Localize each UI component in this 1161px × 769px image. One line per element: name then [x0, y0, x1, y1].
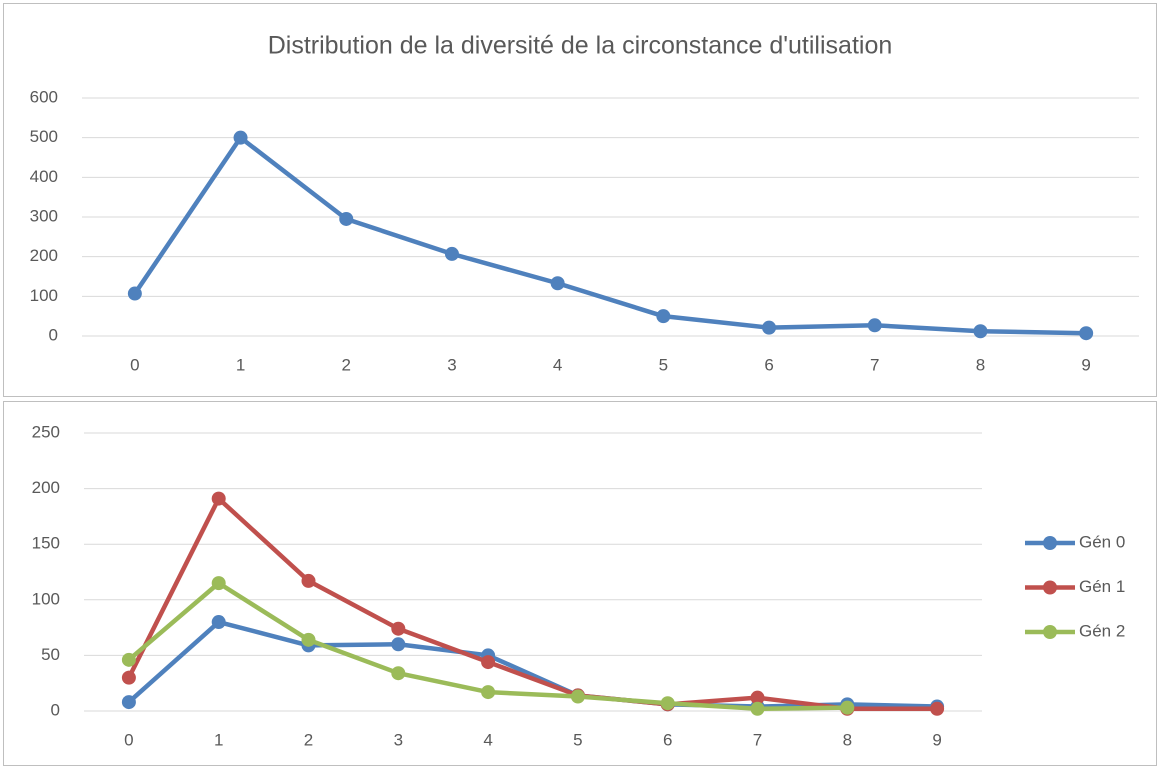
x-tick-label: 4 — [553, 355, 562, 374]
y-tick-label: 600 — [30, 87, 58, 106]
data-point — [391, 666, 406, 681]
data-point — [550, 276, 565, 291]
y-tick-label: 300 — [30, 206, 58, 225]
x-tick-label: 2 — [304, 730, 313, 749]
chart-frame — [3, 3, 1157, 397]
data-point — [762, 320, 777, 335]
x-tick-label: 5 — [659, 355, 668, 374]
x-tick-label: 6 — [764, 355, 773, 374]
x-tick-label: 1 — [214, 730, 223, 749]
x-tick-label: 3 — [447, 355, 456, 374]
data-point — [750, 701, 765, 716]
y-tick-label: 0 — [51, 700, 60, 719]
data-point — [1079, 326, 1094, 341]
legend-marker — [1043, 580, 1057, 595]
y-tick-label: 100 — [32, 589, 60, 608]
data-point — [211, 576, 226, 591]
data-point — [570, 689, 585, 704]
data-point — [339, 211, 354, 226]
series-line — [132, 135, 1087, 336]
data-point — [301, 573, 316, 588]
data-point — [391, 637, 406, 652]
y-tick-label: 200 — [32, 478, 60, 497]
data-point — [660, 696, 675, 711]
x-tick-label: 1 — [236, 355, 245, 374]
legend-marker — [1043, 536, 1057, 550]
chart-title: Distribution de la diversité de la circo… — [268, 32, 893, 60]
x-tick-label: 3 — [394, 730, 403, 749]
data-point — [233, 130, 248, 145]
data-point — [867, 318, 882, 333]
legend-label: Gén 0 — [1079, 532, 1125, 551]
legend-label: Gén 2 — [1079, 621, 1125, 640]
y-tick-label: 400 — [30, 167, 58, 186]
x-tick-label: 0 — [130, 355, 139, 374]
y-tick-label: 500 — [30, 127, 58, 146]
data-point — [391, 621, 406, 636]
x-tick-label: 2 — [342, 355, 351, 374]
y-tick-label: 150 — [32, 534, 60, 553]
x-tick-label: 8 — [976, 355, 985, 374]
y-tick-label: 200 — [30, 246, 58, 265]
data-point — [121, 652, 136, 667]
x-tick-label: 7 — [870, 355, 879, 374]
data-point — [444, 246, 459, 261]
data-point — [930, 701, 945, 716]
y-tick-label: 0 — [49, 325, 58, 344]
x-tick-label: 7 — [753, 730, 762, 749]
data-point — [211, 491, 226, 506]
legend-marker — [1043, 625, 1057, 639]
y-tick-label: 100 — [30, 286, 58, 305]
legend-label: Gén 1 — [1079, 577, 1125, 596]
data-point — [121, 695, 136, 710]
x-tick-label: 6 — [663, 730, 672, 749]
x-tick-label: 9 — [1081, 355, 1090, 374]
y-tick-label: 50 — [41, 645, 60, 664]
data-point — [481, 685, 496, 700]
data-point — [481, 655, 496, 670]
x-tick-label: 9 — [932, 730, 941, 749]
series-line — [126, 496, 938, 712]
data-point — [121, 670, 136, 685]
x-tick-label: 0 — [124, 730, 133, 749]
data-point — [211, 615, 226, 630]
data-point — [840, 700, 855, 715]
x-tick-label: 5 — [573, 730, 582, 749]
x-tick-label: 8 — [843, 730, 852, 749]
x-tick-label: 4 — [483, 730, 492, 749]
data-point — [127, 286, 142, 301]
y-tick-label: 250 — [32, 422, 60, 441]
data-point — [750, 690, 765, 705]
chart-frame — [3, 401, 1157, 766]
data-point — [973, 324, 988, 339]
data-point — [301, 632, 316, 647]
data-point — [656, 309, 671, 324]
